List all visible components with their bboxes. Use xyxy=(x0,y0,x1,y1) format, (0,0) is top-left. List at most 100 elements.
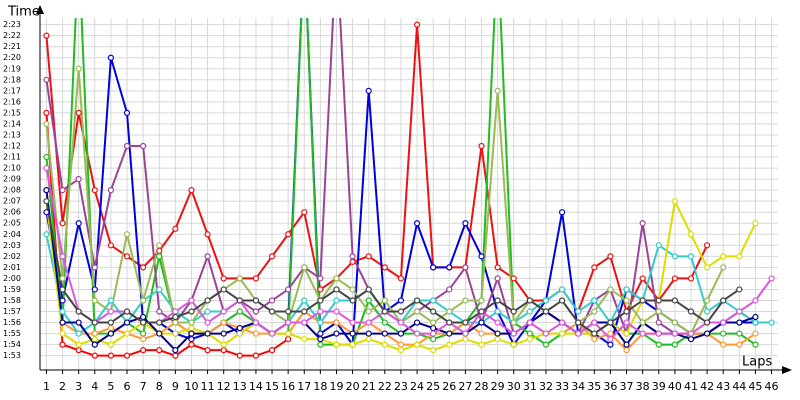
point xyxy=(123,319,131,326)
point xyxy=(558,330,566,337)
point xyxy=(188,319,195,326)
point xyxy=(43,187,50,194)
x-tick-label: 34 xyxy=(571,380,585,393)
x-tick-label: 11 xyxy=(201,380,215,393)
y-tick-label: 2:13 xyxy=(3,130,21,139)
point xyxy=(123,109,131,116)
x-tick-label: 44 xyxy=(732,380,746,393)
x-tick-label: 19 xyxy=(329,380,343,393)
point xyxy=(381,297,388,304)
point xyxy=(510,341,517,348)
y-tick-label: 2:06 xyxy=(3,208,21,217)
point xyxy=(397,319,405,326)
point xyxy=(156,330,163,337)
point xyxy=(365,319,372,326)
point xyxy=(123,330,131,337)
point xyxy=(446,286,453,293)
point xyxy=(607,341,614,348)
point xyxy=(704,308,711,315)
point xyxy=(462,220,469,227)
point xyxy=(720,330,727,337)
point xyxy=(156,247,163,254)
point xyxy=(75,330,82,337)
point xyxy=(558,297,566,304)
point xyxy=(123,253,131,260)
point xyxy=(462,336,469,343)
x-tick-label: 13 xyxy=(233,380,247,393)
point xyxy=(736,286,743,293)
point xyxy=(236,330,243,337)
point xyxy=(349,341,356,348)
point xyxy=(59,187,66,194)
y-tick-label: 2:00 xyxy=(3,274,21,283)
point xyxy=(687,336,695,343)
point xyxy=(140,264,147,271)
point xyxy=(623,347,630,354)
point xyxy=(107,352,114,359)
point xyxy=(317,286,324,293)
point xyxy=(91,352,98,359)
point xyxy=(526,297,533,304)
point xyxy=(220,347,227,354)
point xyxy=(107,242,114,249)
point xyxy=(172,330,179,337)
point xyxy=(220,319,227,326)
point xyxy=(671,275,678,282)
point xyxy=(156,319,163,326)
point xyxy=(704,330,711,337)
x-tick-label: 40 xyxy=(668,380,682,393)
y-tick-label: 2:03 xyxy=(3,241,21,250)
point xyxy=(655,242,662,249)
point xyxy=(140,330,147,337)
y-tick-label: 2:21 xyxy=(3,42,21,51)
y-tick-label: 2:09 xyxy=(3,175,21,184)
series-line xyxy=(45,167,773,341)
point xyxy=(671,253,678,260)
plot-area xyxy=(43,18,775,359)
x-tick-label: 26 xyxy=(442,380,456,393)
y-tick-label: 2:16 xyxy=(3,97,21,106)
x-tick-label: 24 xyxy=(410,380,424,393)
point xyxy=(220,286,227,293)
point xyxy=(752,313,759,321)
point xyxy=(317,330,324,337)
point xyxy=(494,330,501,337)
point xyxy=(43,209,50,216)
point xyxy=(381,308,388,315)
point xyxy=(75,319,82,326)
point xyxy=(140,297,147,304)
x-tick-label: 46 xyxy=(765,380,779,393)
x-tick-label: 36 xyxy=(603,380,617,393)
point xyxy=(252,330,260,337)
point xyxy=(575,330,582,337)
x-tick-label: 22 xyxy=(378,380,392,393)
point xyxy=(107,308,114,315)
point xyxy=(123,231,131,238)
point xyxy=(478,308,485,315)
point xyxy=(91,187,98,194)
y-tick-label: 2:15 xyxy=(3,108,21,117)
point xyxy=(220,308,227,315)
point xyxy=(43,76,50,83)
point xyxy=(172,308,179,315)
point xyxy=(639,275,646,282)
point xyxy=(91,286,98,293)
point xyxy=(397,330,405,337)
point xyxy=(704,297,711,304)
point xyxy=(365,253,372,260)
x-tick-label: 29 xyxy=(491,380,505,393)
point xyxy=(91,319,98,326)
point xyxy=(446,308,453,315)
y-tick-label: 2:19 xyxy=(3,64,21,73)
point xyxy=(623,297,630,304)
point xyxy=(558,286,566,293)
point xyxy=(365,87,372,94)
x-tick-label: 4 xyxy=(91,380,98,393)
point xyxy=(43,109,50,116)
point xyxy=(397,341,405,348)
x-tick-label: 6 xyxy=(124,380,131,393)
point xyxy=(349,258,356,265)
point xyxy=(510,319,517,326)
point xyxy=(542,330,550,337)
x-tick-label: 12 xyxy=(217,380,231,393)
